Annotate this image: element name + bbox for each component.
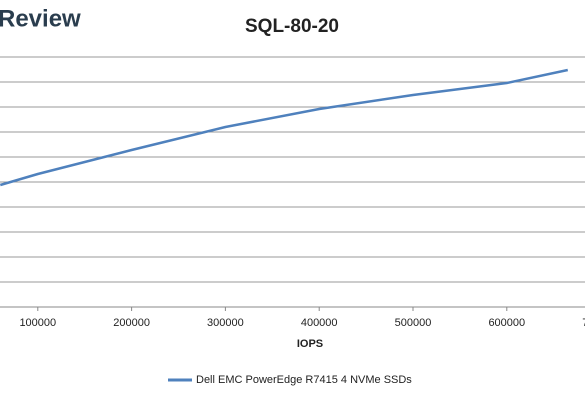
- x-tick-label: 200000: [113, 317, 150, 329]
- x-tick-label: 100000: [19, 317, 56, 329]
- x-tick-label: 700000: [582, 317, 585, 329]
- logo: Review: [0, 5, 81, 32]
- legend-label: Dell EMC PowerEdge R7415 4 NVMe SSDs: [196, 374, 412, 386]
- x-tick-label: 300000: [207, 317, 244, 329]
- chart-title: SQL-80-20: [245, 16, 339, 37]
- x-tick-label: 400000: [301, 317, 338, 329]
- x-tick-label: 500000: [395, 317, 432, 329]
- data-line: [0, 68, 569, 187]
- x-tick-label: 600000: [488, 317, 525, 329]
- x-axis-label: IOPS: [297, 338, 323, 350]
